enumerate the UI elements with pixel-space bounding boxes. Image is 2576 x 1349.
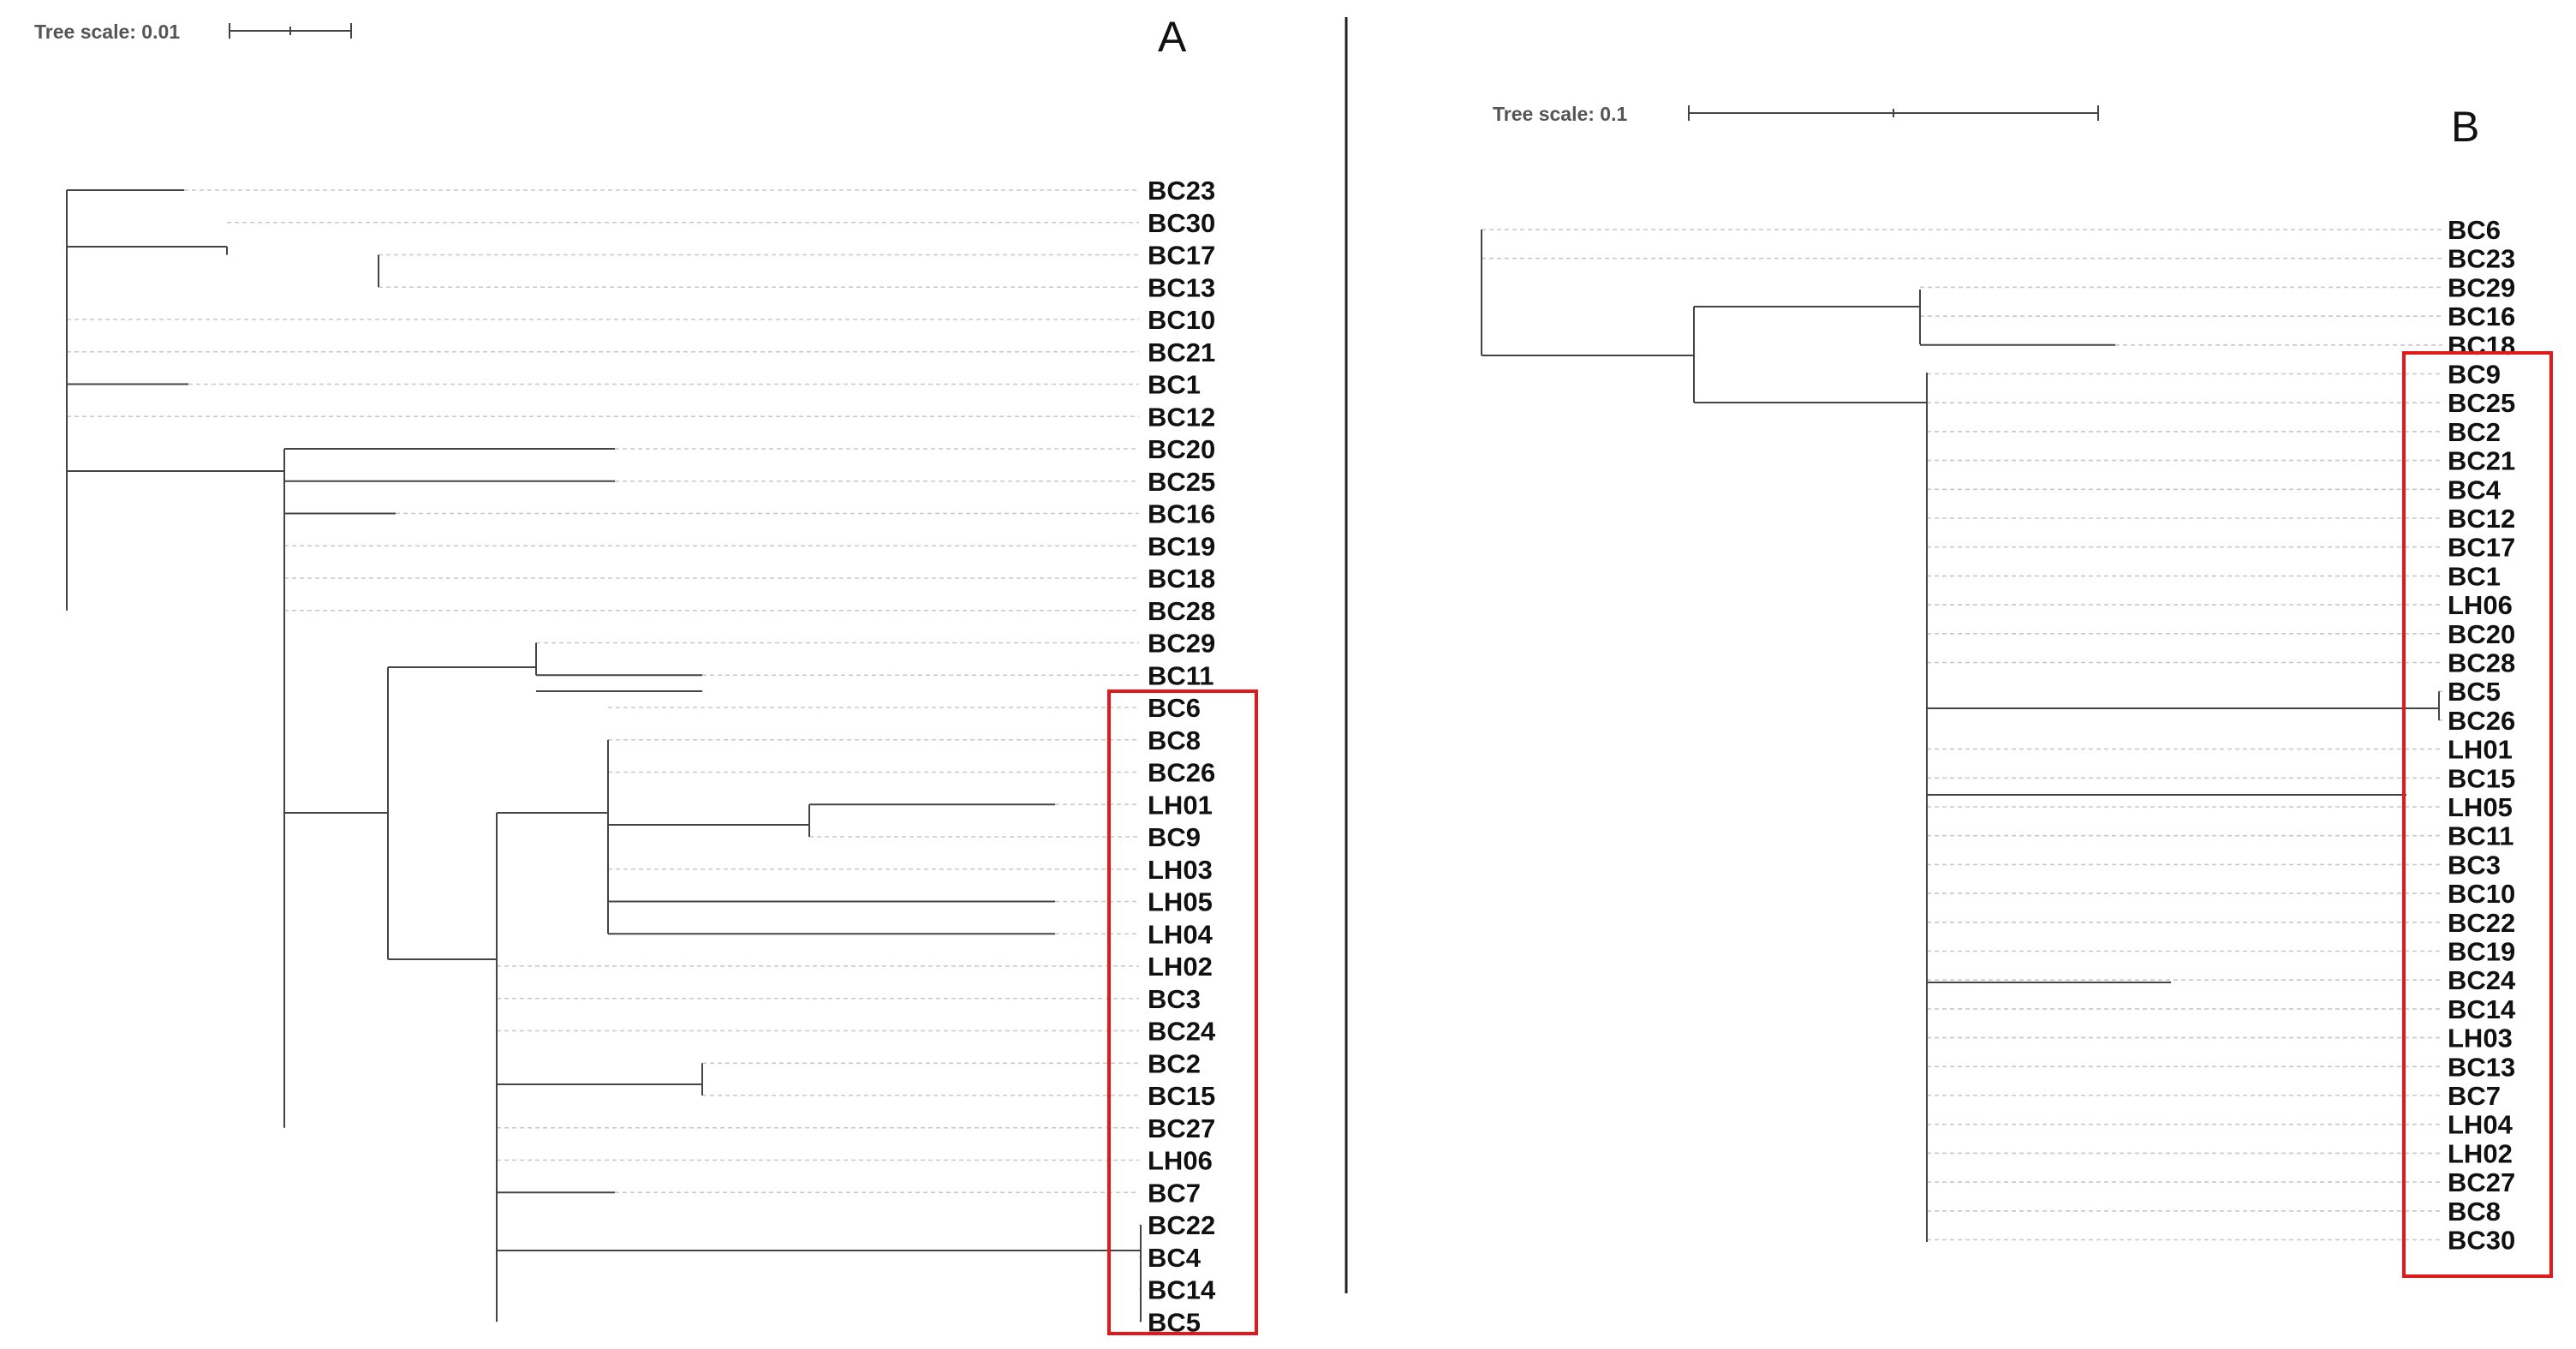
leaf-label: BC15 [2448,763,2515,793]
leaf-label: BC7 [1148,1178,1201,1208]
panel-a-scale-label: Tree scale: 0.01 [34,21,180,43]
leaf-label: BC17 [1148,241,1215,271]
leaf-label: BC22 [2448,908,2515,938]
leaf-label: BC18 [1148,564,1215,594]
panel-b-scale-label: Tree scale: 0.1 [1493,103,1627,125]
leaf-label: BC24 [2448,965,2516,995]
leaf-label: BC7 [2448,1081,2501,1111]
leaf-label: BC14 [2448,994,2516,1024]
leaf-label: LH02 [1148,952,1213,982]
leaf-label: BC27 [2448,1167,2515,1197]
leaf-label: LH05 [1148,887,1213,917]
panel-b-highlight-box [2402,351,2553,1278]
panel-b-tree: BC6BC23BC29BC16BC18BC9BC25BC2BC21BC4BC12… [1481,215,2516,1256]
leaf-label: BC13 [1148,272,1215,302]
panel-a-label: A [1158,13,1187,61]
leaf-label: BC22 [1148,1210,1215,1240]
panel-a-scale-bar [229,23,352,39]
leaf-label: BC9 [2448,360,2501,390]
leaf-label: LH03 [1148,855,1213,885]
leaf-label: BC1 [1148,370,1201,400]
leaf-label: BC26 [1148,758,1215,788]
panel-a-tree: BC23BC30BC17BC13BC10BC21BC1BC12BC20BC25B… [66,176,1216,1337]
panel-b-scale-bar [1688,105,2099,121]
leaf-label: BC14 [1148,1275,1216,1305]
leaf-label: BC4 [2448,475,2501,504]
leaf-label: BC6 [2448,215,2501,245]
leaf-label: BC10 [1148,305,1215,335]
leaf-label: LH02 [2448,1138,2513,1168]
leaf-label: BC20 [2448,619,2515,649]
leaf-label: LH05 [2448,792,2513,822]
leaf-label: BC17 [2448,533,2515,563]
leaf-label: LH01 [2448,735,2513,765]
leaf-label: LH03 [2448,1024,2513,1054]
leaf-label: BC13 [2448,1052,2515,1082]
leaf-label: LH04 [2448,1110,2513,1140]
leaf-label: BC23 [1148,176,1215,206]
leaf-label: BC21 [1148,337,1215,367]
leaf-label: BC25 [2448,388,2515,418]
leaf-label: BC5 [2448,677,2501,707]
leaf-label: BC26 [2448,706,2515,736]
leaf-label: BC12 [2448,504,2515,534]
leaf-label: BC20 [1148,434,1215,464]
leaf-label: BC1 [2448,561,2501,591]
leaf-label: BC27 [1148,1113,1215,1143]
leaf-label: BC25 [1148,467,1215,497]
leaf-label: BC16 [1148,499,1215,529]
leaf-label: BC4 [1148,1243,1202,1273]
leaf-label: BC15 [1148,1081,1215,1111]
leaf-label: BC29 [1148,629,1215,659]
leaf-label: BC19 [2448,937,2515,967]
leaf-label: BC21 [2448,446,2515,476]
leaf-label: BC24 [1148,1017,1216,1047]
leaf-label: BC18 [2448,331,2515,361]
leaf-label: BC3 [2448,850,2501,880]
leaf-label: BC16 [2448,301,2515,331]
leaf-label: BC2 [1148,1048,1201,1078]
leaf-label: BC6 [1148,693,1201,723]
leaf-label: BC29 [2448,272,2515,302]
leaf-label: BC2 [2448,417,2501,447]
leaf-label: BC3 [1148,984,1201,1014]
leaf-label: BC28 [1148,596,1215,626]
leaf-label: BC8 [1148,725,1201,755]
leaf-label: BC19 [1148,531,1215,561]
leaf-label: BC11 [1148,660,1214,690]
leaf-label: BC11 [2448,821,2514,851]
leaf-label: BC12 [1148,402,1215,432]
leaf-label: LH01 [1148,790,1213,820]
panel-b-label: B [2451,103,2479,151]
leaf-label: BC30 [1148,208,1215,238]
leaf-label: BC9 [1148,822,1201,852]
leaf-label: BC30 [2448,1226,2515,1256]
leaf-label: BC28 [2448,648,2515,678]
leaf-label: BC10 [2448,879,2515,909]
leaf-label: LH04 [1148,919,1213,949]
panel-a-highlight-box [1107,689,1258,1335]
leaf-label: LH06 [2448,590,2513,620]
leaf-label: LH06 [1148,1146,1213,1176]
leaf-label: BC23 [2448,244,2515,274]
leaf-label: BC8 [2448,1197,2501,1227]
